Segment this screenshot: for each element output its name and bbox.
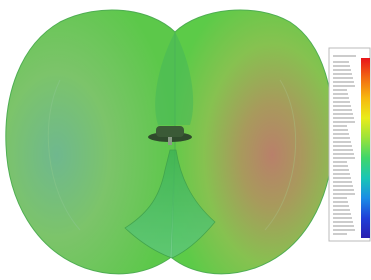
scene	[0, 0, 371, 280]
antenna-body	[156, 126, 184, 137]
antenna-stem	[168, 137, 172, 145]
page: {"colorbar": {"colors": ["#e8141a", "#f2…	[0, 0, 371, 280]
color-scale	[361, 58, 370, 238]
